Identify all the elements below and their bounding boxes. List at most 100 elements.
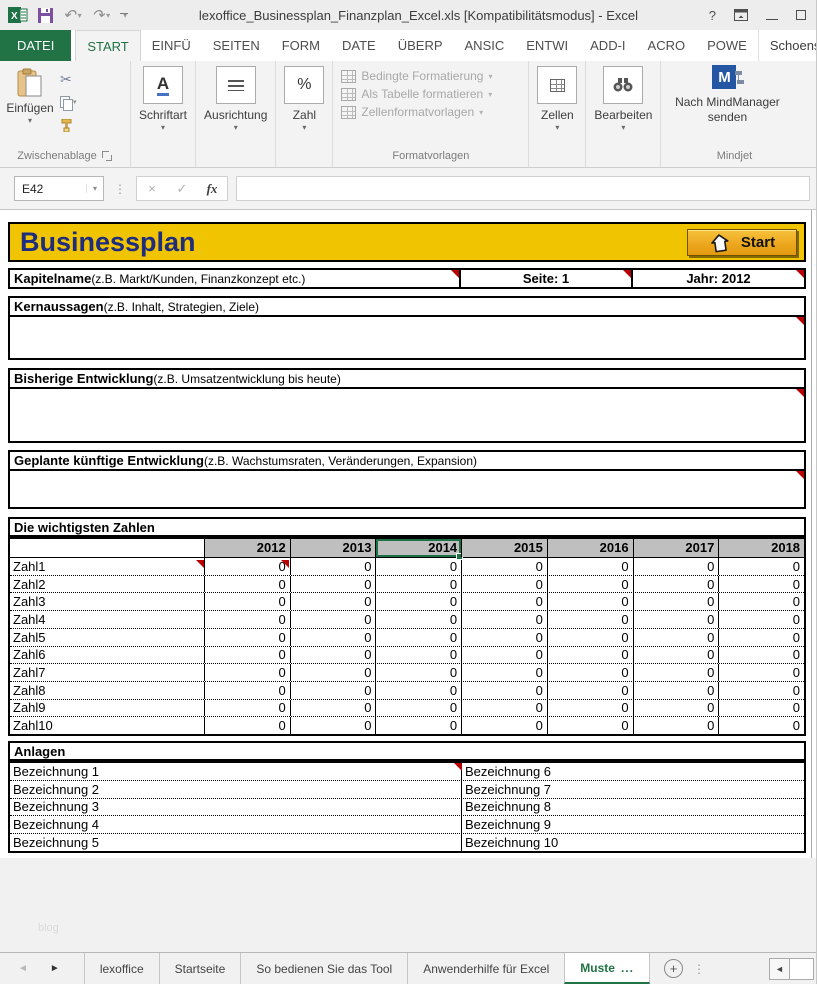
value-cell[interactable]: 0 <box>289 611 376 628</box>
value-cell[interactable]: 0 <box>718 611 804 628</box>
format-painter-button[interactable] <box>60 117 77 133</box>
value-cell[interactable]: 0 <box>289 699 376 717</box>
attachments-title[interactable]: Anlagen <box>8 741 806 761</box>
year-header-cell[interactable]: 2012 <box>204 539 290 557</box>
help-icon[interactable]: ? <box>708 7 716 23</box>
attachment-cell[interactable]: Bezeichnung 2 <box>10 780 462 798</box>
value-cell[interactable]: 0 <box>204 611 290 628</box>
ribbon-tab[interactable]: ENTWI <box>526 38 569 53</box>
header-empty-cell[interactable] <box>10 539 204 557</box>
value-cell[interactable]: 0 <box>718 628 804 646</box>
value-cell[interactable]: 0 <box>546 575 633 593</box>
row-label-cell[interactable]: Zahl8 <box>13 682 46 698</box>
chapter-name-cell[interactable]: Kapitelname (z.B. Markt/Kunden, Finanzko… <box>8 268 461 289</box>
row-label-cell[interactable]: Zahl7 <box>13 665 46 681</box>
value-cell[interactable]: 0 <box>718 558 804 575</box>
paste-button[interactable]: Einfügen ▾ <box>4 65 56 125</box>
ribbon-display-options-icon[interactable] <box>734 9 748 21</box>
value-cell[interactable]: 0 <box>718 593 804 611</box>
alignment-group-button[interactable]: Ausrichtung ▾ <box>196 61 275 132</box>
editing-group-button[interactable]: Bearbeiten ▾ <box>586 61 660 132</box>
year-header-cell-selected[interactable]: 2014 <box>375 539 463 560</box>
year-cell[interactable]: Jahr: 2012 <box>631 268 806 289</box>
number-group-button[interactable]: % Zahl ▾ <box>276 61 332 132</box>
ribbon-tab[interactable]: EINFÜ <box>151 38 191 53</box>
ribbon-tab[interactable]: SEITEN <box>212 38 260 53</box>
value-cell[interactable]: 0 <box>375 664 461 681</box>
value-cell[interactable]: 0 <box>546 717 633 735</box>
value-cell[interactable]: 0 <box>718 699 804 717</box>
value-cell[interactable]: 0 <box>461 575 547 593</box>
section-bisherige-input[interactable] <box>10 389 804 439</box>
value-cell[interactable]: 0 <box>546 699 633 717</box>
value-cell[interactable]: 0 <box>204 593 290 611</box>
section-geplante-input[interactable] <box>10 471 804 505</box>
value-cell[interactable]: 0 <box>461 717 547 735</box>
value-cell[interactable]: 0 <box>546 681 633 699</box>
mindmanager-send-button[interactable]: M Nach MindManager senden <box>661 61 793 125</box>
attachment-cell[interactable]: Bezeichnung 10 <box>465 835 559 851</box>
value-cell[interactable]: 0 <box>461 628 547 646</box>
value-cell[interactable]: 0 <box>632 717 719 735</box>
row-label-cell[interactable]: Zahl4 <box>13 611 46 627</box>
value-cell[interactable]: 0 <box>632 611 719 628</box>
copy-button[interactable]: ▾ <box>60 94 77 111</box>
scroll-left-icon[interactable]: ◄ <box>769 957 790 980</box>
new-sheet-icon[interactable]: + <box>663 959 683 978</box>
value-cell[interactable]: 0 <box>289 664 376 681</box>
value-cell[interactable]: 0 <box>204 699 290 717</box>
formula-bar-handle[interactable]: ⋮ <box>114 181 126 196</box>
value-cell[interactable]: 0 <box>461 646 547 664</box>
ribbon-tab-start[interactable]: START <box>75 30 141 61</box>
attachment-cell[interactable]: Bezeichnung 1 <box>10 763 462 780</box>
dialog-launcher-icon[interactable] <box>101 150 113 162</box>
value-cell[interactable]: 0 <box>204 646 290 664</box>
font-group-button[interactable]: A Schriftart ▾ <box>131 61 195 132</box>
value-cell[interactable]: 0 <box>632 628 719 646</box>
value-cell[interactable]: 0 <box>632 593 719 611</box>
attachment-cell[interactable]: Bezeichnung 6 <box>465 763 552 779</box>
sheet-tab-active[interactable]: Muste ... <box>564 953 650 984</box>
row-label-cell[interactable]: Zahl9 <box>13 700 46 716</box>
ribbon-tab[interactable]: ADD-I <box>590 38 626 53</box>
row-label-cell[interactable]: Zahl5 <box>13 629 46 645</box>
value-cell[interactable]: 0 <box>461 558 547 575</box>
redo-icon[interactable]: ↷ ▾ <box>92 6 111 24</box>
value-cell[interactable]: 0 <box>204 628 290 646</box>
value-cell[interactable]: 0 <box>289 646 376 664</box>
value-cell[interactable]: 0 <box>546 664 633 681</box>
scrollbar-track[interactable] <box>790 957 814 980</box>
attachment-cell[interactable]: Bezeichnung 3 <box>10 798 462 816</box>
value-cell[interactable]: 0 <box>632 558 719 575</box>
value-cell[interactable]: 0 <box>289 593 376 611</box>
minimize-icon[interactable] <box>766 11 778 20</box>
businessplan-banner[interactable]: Businessplan Start <box>8 222 806 262</box>
year-header-cell[interactable]: 2013 <box>289 539 376 557</box>
section-geplante-header[interactable]: Geplante künftige Entwicklung (z.B. Wach… <box>10 452 804 471</box>
value-cell[interactable]: 0 <box>546 628 633 646</box>
section-bisherige-header[interactable]: Bisherige Entwicklung (z.B. Umsatzentwic… <box>10 370 804 389</box>
value-cell[interactable]: 0 <box>632 646 719 664</box>
value-cell[interactable]: 0 <box>204 558 290 575</box>
enter-icon[interactable]: ✓ <box>176 180 188 196</box>
value-cell[interactable]: 0 <box>375 681 461 699</box>
sheet-tab[interactable]: So bedienen Sie das Tool <box>240 953 407 984</box>
year-header-cell[interactable]: 2016 <box>546 539 633 557</box>
ribbon-tab[interactable]: ACRO <box>647 38 686 53</box>
attachment-cell[interactable]: Bezeichnung 7 <box>465 781 552 797</box>
value-cell[interactable]: 0 <box>375 628 461 646</box>
undo-caret-icon[interactable]: ▾ <box>77 10 82 20</box>
attachment-cell[interactable]: Bezeichnung 9 <box>465 817 552 833</box>
value-cell[interactable]: 0 <box>461 664 547 681</box>
ribbon-tab[interactable]: FORM <box>281 38 320 53</box>
page-cell[interactable]: Seite: 1 <box>459 268 633 289</box>
value-cell[interactable]: 0 <box>375 611 461 628</box>
value-cell[interactable]: 0 <box>375 575 461 593</box>
sheet-nav-left-icon[interactable]: ◄ <box>18 963 28 974</box>
value-cell[interactable]: 0 <box>204 664 290 681</box>
value-cell[interactable]: 0 <box>718 717 804 735</box>
year-header-cell[interactable]: 2015 <box>461 539 547 557</box>
value-cell[interactable]: 0 <box>461 593 547 611</box>
cut-button[interactable]: ✂ <box>60 71 77 87</box>
value-cell[interactable]: 0 <box>289 575 376 593</box>
